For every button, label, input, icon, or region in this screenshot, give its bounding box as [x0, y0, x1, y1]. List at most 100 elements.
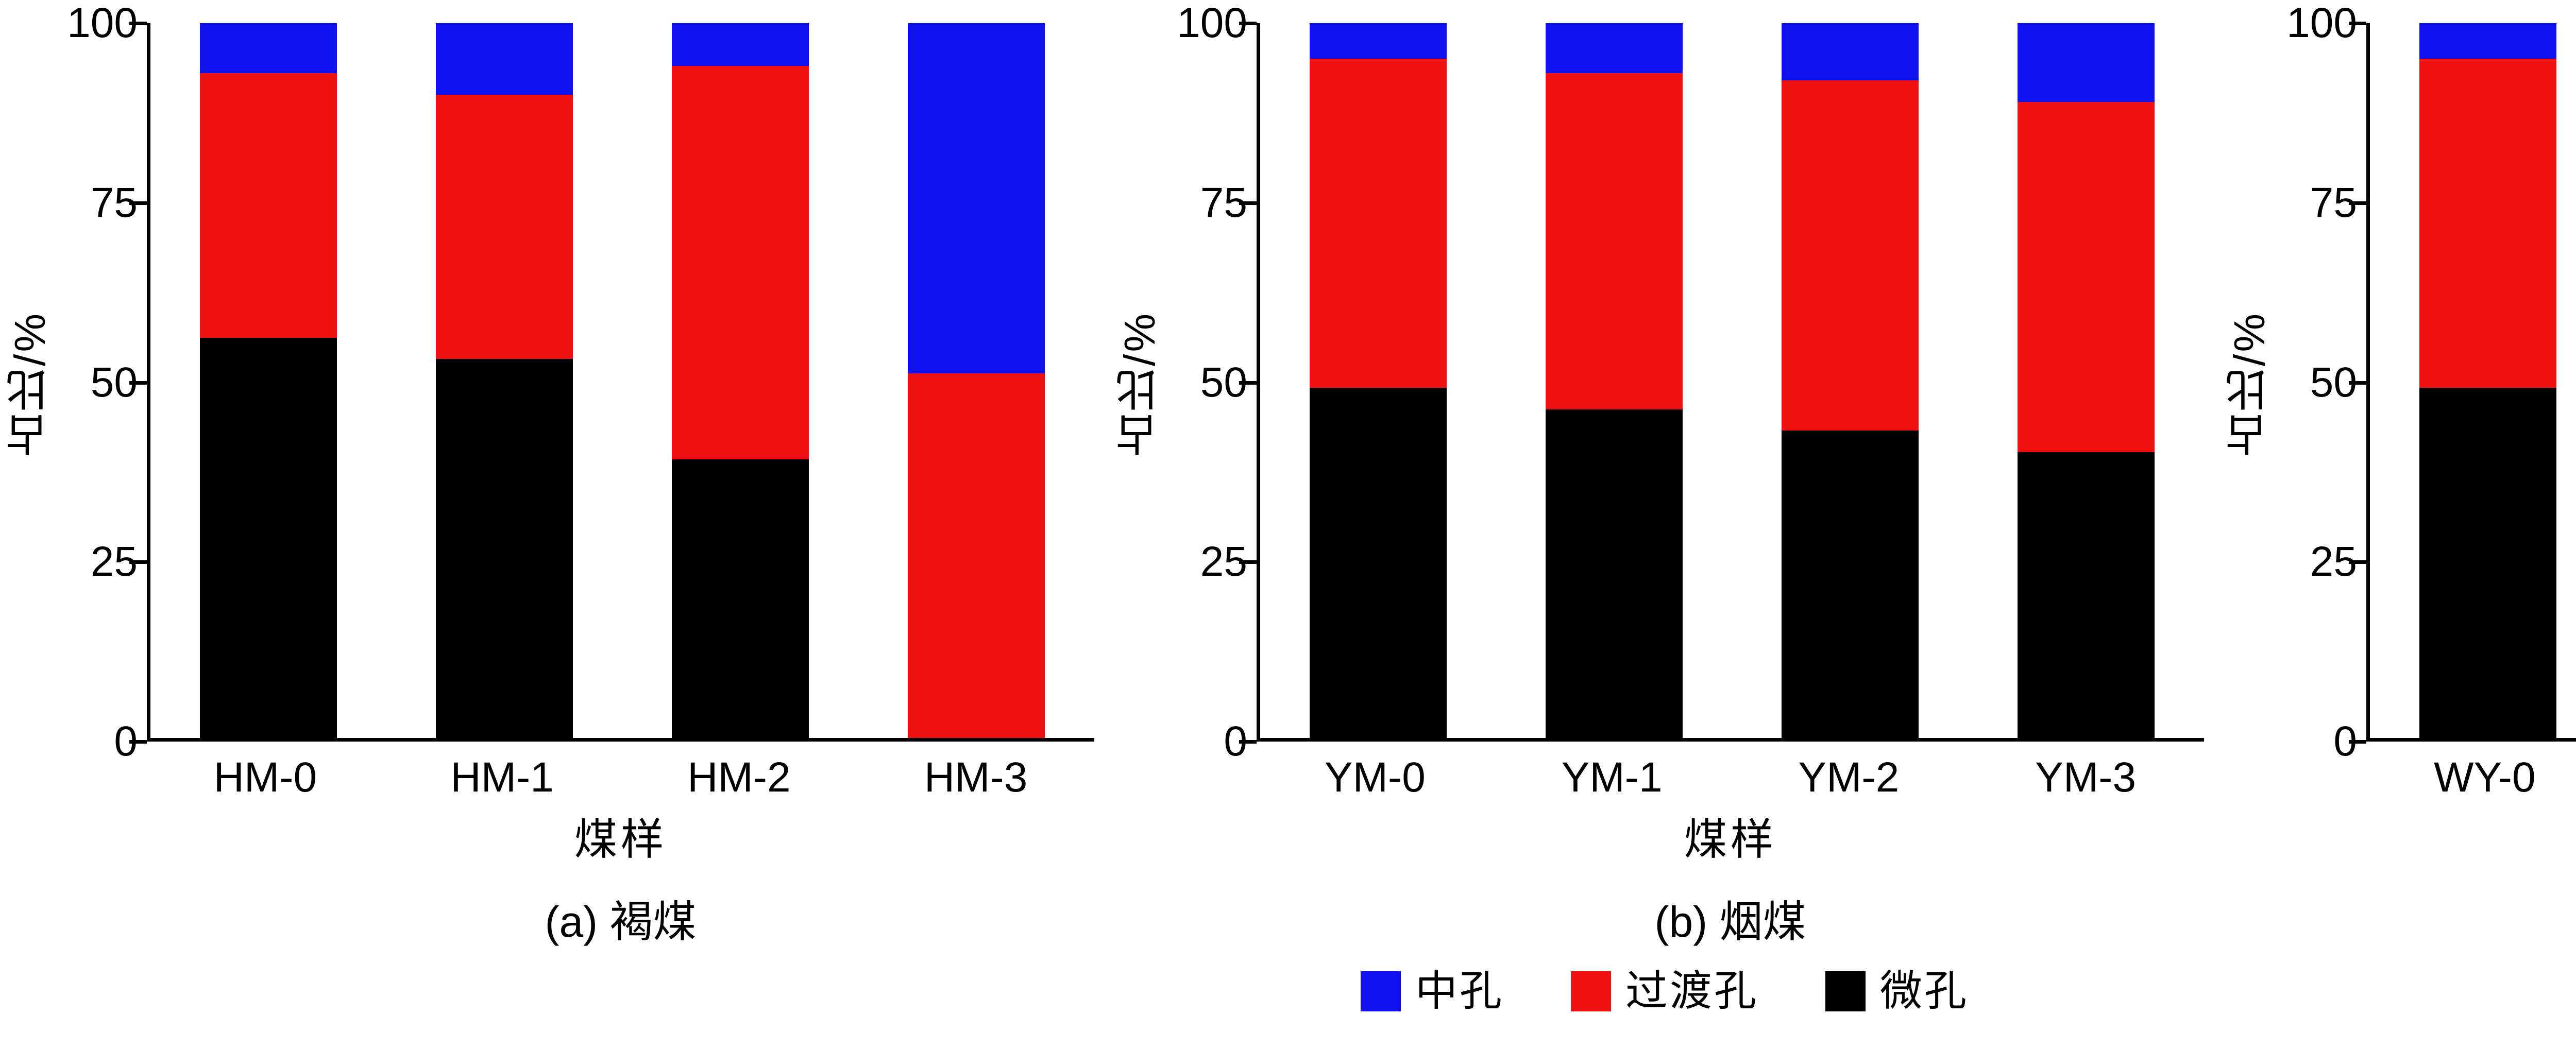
y-tick-mark	[129, 560, 147, 564]
y-tick-label: 75	[1200, 179, 1247, 226]
spacer	[2219, 865, 2366, 949]
y-tick-label: 50	[90, 358, 138, 406]
y-tick-label: 0	[114, 718, 138, 765]
legend-swatch	[1360, 971, 1401, 1011]
panel-subtitle: (b) 烟煤	[1654, 898, 1806, 946]
bar-segment-中孔	[436, 23, 573, 95]
y-tick-label: 25	[2310, 538, 2357, 586]
y-axis-title: 占比/%	[1115, 311, 1164, 457]
spacer	[1110, 802, 1257, 865]
y-tick-mark	[2349, 201, 2366, 205]
bar-segment-微孔	[672, 459, 809, 738]
bar-segment-过渡孔	[2419, 59, 2556, 388]
y-tick-mark	[2349, 560, 2366, 564]
x-axis-title: 煤样	[2366, 814, 2576, 865]
bar-segment-中孔	[1546, 23, 1683, 74]
y-tick-mark	[129, 740, 147, 744]
plot-area	[129, 22, 1094, 744]
x-category-row: HM-0 HM-1 HM-2 HM-3	[0, 745, 1110, 802]
y-tick-mark	[129, 381, 147, 385]
subtitle-row: (b) 烟煤	[1110, 865, 2219, 949]
x-axis-title: 煤样	[1684, 815, 1777, 864]
y-tick-label: 75	[2310, 179, 2357, 226]
x-category-label: HM-1	[450, 754, 554, 801]
y-tick-mark	[2349, 740, 2366, 744]
bar-slot	[150, 23, 386, 738]
bar-segment-过渡孔	[672, 66, 809, 459]
x-category-label: YM-1	[1561, 754, 1663, 801]
stacked-bar-HM-1	[436, 23, 573, 738]
legend-label: 中孔	[1415, 968, 1504, 1014]
plot-row: 占比/% 0 25 50 75 100	[2219, 2, 2576, 763]
x-category-row: WY-0WY-1WY-2WY-3	[2219, 745, 2576, 802]
subtitle-row: (a) 褐煤	[0, 865, 1110, 949]
x-category-label: HM-2	[687, 754, 791, 801]
y-tick-mark	[1239, 201, 1257, 205]
stacked-bar-HM-3	[908, 23, 1045, 738]
y-tick-mark	[129, 22, 147, 25]
y-tick-label: 100	[67, 0, 138, 46]
x-axis-title: 煤样	[574, 815, 667, 864]
chart-panel-c: 占比/% 0 25 50 75 100 WY-0WY-1WY-2WY-3 煤样 (c) …	[2219, 2, 2576, 949]
bar-segment-中孔	[1782, 23, 1919, 81]
bar-slot	[1732, 23, 1968, 738]
bar-segment-过渡孔	[908, 373, 1045, 738]
stacked-bar-HM-2	[672, 23, 809, 738]
bar-segment-微孔	[200, 337, 337, 738]
spacer	[0, 802, 147, 865]
bar-segment-过渡孔	[1782, 80, 1919, 431]
bar-segment-中孔	[908, 23, 1045, 374]
y-tick-label: 25	[90, 538, 138, 586]
spacer	[0, 865, 147, 949]
plot-area	[2349, 22, 2576, 744]
x-title-row: 煤样	[1110, 802, 2219, 865]
y-tick-mark	[1239, 560, 1257, 564]
legend: 中孔 过渡孔 微孔	[0, 968, 2576, 1014]
y-tick-mark	[1239, 22, 1257, 25]
y-tick-label: 0	[1224, 718, 1247, 765]
bar-segment-过渡孔	[436, 94, 573, 359]
plot-row: 占比/% 0 25 50 75 100	[1110, 2, 2219, 763]
y-tick-mark	[2349, 22, 2366, 25]
y-tick-mark	[1239, 740, 1257, 744]
bar-segment-过渡孔	[1546, 73, 1683, 409]
bar-segment-中孔	[2419, 23, 2556, 59]
bar-segment-中孔	[672, 23, 809, 66]
x-category-label: YM-2	[1798, 754, 1900, 801]
legend-label: 微孔	[1880, 968, 1969, 1014]
spacer	[1110, 865, 1257, 949]
bar-segment-微孔	[2419, 387, 2556, 738]
x-title-row: 煤样	[2219, 802, 2576, 865]
x-category-label: YM-3	[2035, 754, 2137, 801]
panel-subtitle: (c) 无烟煤	[2366, 895, 2576, 949]
bar-slot	[1968, 23, 2204, 738]
legend-item-mesopore: 中孔	[1360, 968, 1504, 1014]
bar-segment-过渡孔	[2018, 101, 2155, 452]
bar-segment-微孔	[1310, 387, 1447, 738]
stacked-bar-WY-0	[2419, 23, 2556, 738]
bar-segment-中孔	[1310, 23, 1447, 59]
y-tick-label: 75	[90, 179, 138, 226]
bar-slot	[858, 23, 1094, 738]
bar-slot	[2370, 23, 2576, 738]
stacked-bar-YM-0	[1310, 23, 1447, 738]
y-tick-label: 100	[2286, 0, 2357, 46]
plot-row: 占比/% 0 25 50 75 100	[0, 2, 1110, 763]
bar-segment-微孔	[436, 359, 573, 738]
legend-item-transition-pore: 过渡孔	[1570, 968, 1758, 1014]
x-category-label: WY-0	[2434, 754, 2536, 801]
legend-item-micropore: 微孔	[1825, 968, 1969, 1014]
x-categories: HM-0 HM-1 HM-2 HM-3	[147, 753, 1094, 802]
bar-slot	[386, 23, 622, 738]
stacked-bar-YM-2	[1782, 23, 1919, 738]
y-tick-label: 25	[1200, 538, 1247, 586]
y-tick-mark	[1239, 381, 1257, 385]
x-title-row: 煤样	[0, 802, 1110, 865]
bar-slot	[1496, 23, 1732, 738]
bar-slot	[1260, 23, 1496, 738]
chart-panel-b: 占比/% 0 25 50 75 100 YM-0 YM-1 YM-2 YM-3 煤样 (b) …	[1110, 2, 2219, 949]
stacked-bar-HM-0	[200, 23, 337, 738]
legend-label: 过渡孔	[1625, 968, 1758, 1014]
bar-segment-微孔	[1782, 431, 1919, 738]
